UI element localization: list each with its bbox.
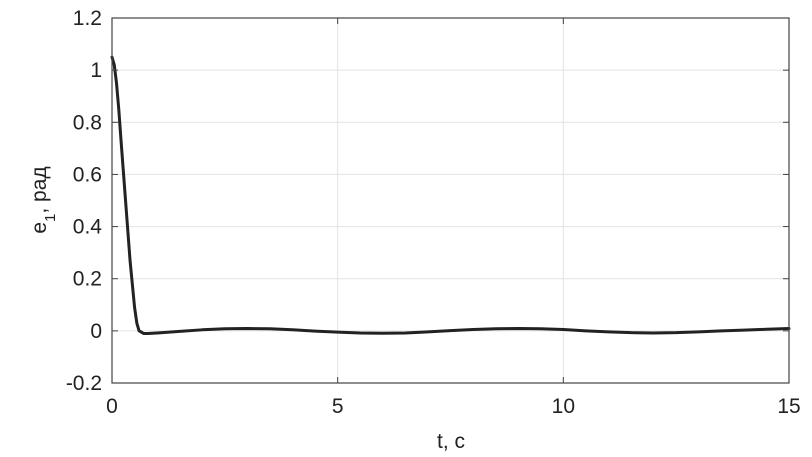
y-tick-label: 0.6	[73, 163, 102, 186]
y-tick-label: 1.2	[73, 7, 102, 30]
y-tick-label: 0.4	[73, 216, 103, 239]
plot-frame	[111, 17, 790, 384]
y-tick-label: 1	[90, 59, 102, 82]
x-tick-label: 10	[552, 395, 575, 418]
y-axis-title-main: e	[28, 222, 51, 234]
y-axis-title-subscript: 1	[42, 214, 59, 222]
x-tick-label: 5	[332, 395, 344, 418]
ticks	[111, 17, 790, 384]
series-line	[110, 55, 791, 335]
y-axis-title-rest: , рад	[28, 166, 51, 213]
y-tick-label: 0.2	[73, 268, 102, 291]
y-tick-label: 0.8	[73, 111, 102, 134]
y-tick-label: -0.2	[66, 372, 102, 395]
grid	[111, 17, 790, 384]
y-axis-title: e1, рад	[28, 166, 59, 233]
series-group	[110, 55, 791, 335]
x-tick-label: 15	[777, 395, 800, 418]
tick-labels: 0 5 10 15-0.200.20.40.60.811.2	[66, 7, 801, 418]
plot-area	[112, 18, 789, 383]
x-tick-label: 0	[106, 395, 118, 418]
x-axis-title: t, c	[437, 430, 465, 453]
y-tick-label: 0	[90, 320, 102, 343]
